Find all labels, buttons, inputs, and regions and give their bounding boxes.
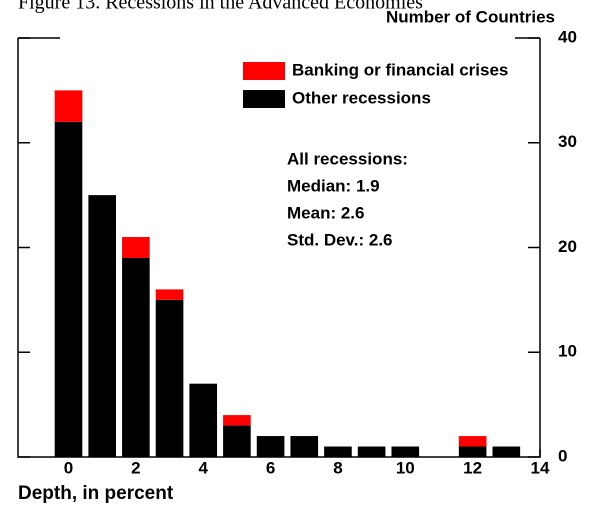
x-tick-label: 6 xyxy=(266,458,275,477)
y-tick-label: 20 xyxy=(558,237,577,256)
bar-segment xyxy=(458,436,487,447)
bar-segment xyxy=(357,446,386,457)
bar-segment xyxy=(223,415,251,426)
bar-segment xyxy=(122,237,150,258)
bar-segment xyxy=(324,446,352,457)
bar-segment xyxy=(54,121,83,458)
bar-segment xyxy=(189,383,218,457)
x-tick-label: 2 xyxy=(131,458,140,477)
bar-segment xyxy=(223,425,251,457)
bar-segment xyxy=(155,299,184,457)
bar-segment xyxy=(290,436,319,457)
y-axis-label: Number of Countries xyxy=(386,7,555,26)
legend-label: Other recessions xyxy=(292,88,431,107)
x-axis-label: Depth, in percent xyxy=(18,483,174,504)
bar-segment xyxy=(492,446,521,457)
bar-segment xyxy=(256,436,285,457)
annotation: Median: 1.9 xyxy=(287,176,380,195)
legend-swatch xyxy=(243,62,285,80)
y-tick-label: 0 xyxy=(558,446,567,465)
bar-segment xyxy=(155,289,184,300)
bar-segment xyxy=(88,195,117,457)
x-tick-label: 4 xyxy=(198,458,208,477)
bar-segment xyxy=(391,446,420,457)
bar-segment xyxy=(54,90,83,122)
x-tick-label: 8 xyxy=(333,458,342,477)
y-tick-label: 40 xyxy=(558,27,577,46)
legend-label: Banking or financial crises xyxy=(292,60,508,79)
x-tick-label: 12 xyxy=(463,458,482,477)
chart-title: Figure 13. Recessions in the Advanced Ec… xyxy=(18,0,423,14)
annotation: Mean: 2.6 xyxy=(287,203,364,222)
annotation: All recessions: xyxy=(287,149,408,168)
x-tick-label: 14 xyxy=(531,458,550,477)
x-tick-label: 0 xyxy=(64,458,73,477)
legend-swatch xyxy=(243,90,285,108)
bar-segment xyxy=(122,257,150,457)
y-tick-label: 10 xyxy=(558,342,577,361)
y-tick-label: 30 xyxy=(558,132,577,151)
bar-segment xyxy=(458,446,487,457)
x-tick-label: 10 xyxy=(396,458,415,477)
annotation: Std. Dev.: 2.6 xyxy=(287,230,393,249)
